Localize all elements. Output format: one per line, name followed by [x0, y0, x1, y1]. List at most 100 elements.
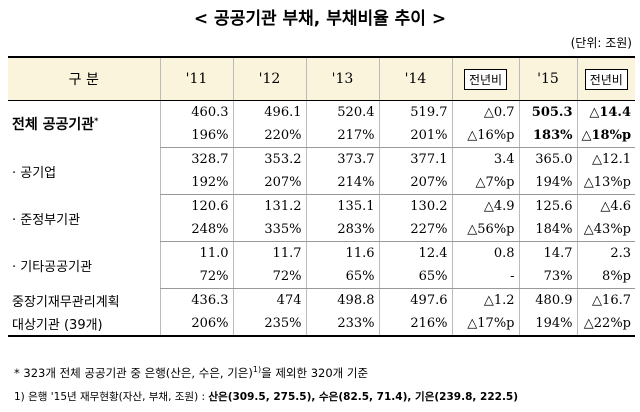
debt-2013: 520.4 — [305, 100, 379, 124]
footnote-2-gi: 기은(239.8, 222.5) — [415, 390, 519, 403]
debt-2015: 505.3 — [518, 100, 577, 124]
header-2013: '13 — [305, 56, 379, 101]
ratio-2012: 72% — [232, 265, 306, 289]
debt-change-2015: △16.7 — [576, 288, 635, 312]
ratio-2013: 65% — [305, 265, 379, 289]
header-2015: '15 — [518, 56, 577, 101]
row-label-midterm-line2: 대상기관 (39개) — [8, 312, 160, 337]
row-label-sup: * — [94, 116, 99, 126]
debt-2013: 135.1 — [305, 194, 379, 218]
footnote-2-su: 수은(82.5, 71.4), — [319, 390, 416, 403]
debt-2013: 498.8 — [305, 288, 379, 312]
ratio-2015: 73% — [518, 265, 577, 289]
debt-2012: 11.7 — [232, 241, 306, 265]
table-row: · 준정부기관 120.6 131.2 135.1 130.2 △4.9 125… — [8, 194, 635, 228]
debt-change-2014: 0.8 — [451, 241, 519, 265]
table-row: 대상기관 (39개) 206% 235% 233% 216% △17%p 194… — [8, 312, 635, 337]
debt-2015: 365.0 — [518, 147, 577, 171]
footnote-2-san: 산은(309.5, 275.5), — [208, 390, 320, 403]
row-label-midterm-line1: 중장기재무관리계획 — [12, 294, 120, 310]
row-label-other-public: · 기타공공기관 — [12, 259, 93, 275]
ratio-change-2014: △16%p — [451, 124, 519, 148]
debt-change-2015: 2.3 — [576, 241, 635, 265]
table-row: 전체 공공기관* 460.3 496.1 520.4 519.7 △0.7 50… — [8, 100, 635, 148]
header-change-2015: 전년비 — [576, 56, 635, 101]
table-row: · 공기업 328.7 353.2 373.7 377.1 3.4 365.0 … — [8, 147, 635, 181]
ratio-2011: 192% — [159, 171, 233, 195]
ratio-2011: 248% — [159, 218, 233, 242]
footnote-1-text: * 323개 전체 공공기관 중 은행(산은, 수은, 기은) — [14, 365, 253, 380]
ratio-2014: 201% — [378, 124, 452, 148]
table-title: < 공공기관 부채, 부채비율 추이 > — [193, 9, 447, 29]
ratio-2014: 216% — [378, 312, 452, 337]
ratio-2012: 207% — [232, 171, 306, 195]
header-2011: '11 — [159, 56, 233, 101]
unit-label: (단위: 조원) — [570, 36, 632, 50]
debt-change-2015: △14.4 — [576, 100, 635, 124]
debt-2013: 373.7 — [305, 147, 379, 171]
debt-2014: 377.1 — [378, 147, 452, 171]
footnote-1: * 323개 전체 공공기관 중 은행(산은, 수은, 기은)1)을 제외한 3… — [14, 358, 634, 385]
debt-2015: 480.9 — [518, 288, 577, 312]
debt-change-2015: △12.1 — [576, 147, 635, 171]
debt-2011: 120.6 — [159, 194, 233, 218]
ratio-2015: 194% — [518, 312, 577, 337]
debt-2011: 460.3 — [159, 100, 233, 124]
header-category: 구 분 — [8, 56, 160, 101]
debt-change-2014: △1.2 — [451, 288, 519, 312]
debt-2012: 474 — [232, 288, 306, 312]
debt-2014: 130.2 — [378, 194, 452, 218]
ratio-change-2014: △7%p — [451, 171, 519, 195]
table-row: 192% 207% 214% 207% △7%p 194% △13%p — [8, 171, 635, 195]
debt-2011: 11.0 — [159, 241, 233, 265]
table-row: · 기타공공기관 11.0 11.7 11.6 12.4 0.8 14.7 2.… — [8, 241, 635, 275]
table-row: 196% 220% 217% 201% △16%p 183% △18%p — [8, 124, 635, 148]
debt-2015: 125.6 — [518, 194, 577, 218]
debt-2014: 497.6 — [378, 288, 452, 312]
debt-2011: 328.7 — [159, 147, 233, 171]
footnotes: * 323개 전체 공공기관 중 은행(산은, 수은, 기은)1)을 제외한 3… — [14, 358, 634, 409]
footnote-2: 1) 은행 '15년 재무현황(자산, 부채, 조원) : 산은(309.5, … — [14, 385, 634, 409]
ratio-2014: 227% — [378, 218, 452, 242]
debt-2014: 12.4 — [378, 241, 452, 265]
ratio-2011: 72% — [159, 265, 233, 289]
row-label-text: 전체 공공기관 — [12, 117, 95, 134]
footnote-2-text: 1) 은행 '15년 재무현황(자산, 부채, 조원) : — [14, 390, 209, 403]
row-label-public-enterprises: · 공기업 — [12, 165, 57, 181]
header-change-2014: 전년비 — [451, 56, 519, 101]
ratio-change-2015: △43%p — [576, 218, 635, 242]
ratio-2015: 183% — [518, 124, 577, 148]
debt-2015: 14.7 — [518, 241, 577, 265]
debt-2012: 131.2 — [232, 194, 306, 218]
debt-table: 구 분 '11 '12 '13 '14 전년비 '15 전년비 전체 공공기관*… — [8, 56, 635, 337]
footnote-1-suffix: 을 제외한 320개 기준 — [261, 365, 369, 380]
row-label-total: 전체 공공기관* — [8, 100, 160, 148]
debt-2014: 519.7 — [378, 100, 452, 124]
debt-2012: 353.2 — [232, 147, 306, 171]
ratio-2013: 214% — [305, 171, 379, 195]
ratio-2014: 65% — [378, 265, 452, 289]
ratio-change-2014: △17%p — [451, 312, 519, 337]
table-row: 72% 72% 65% 65% - 73% 8%p — [8, 265, 635, 289]
debt-2013: 11.6 — [305, 241, 379, 265]
change-label-2015: 전년비 — [584, 68, 628, 90]
ratio-change-2014: - — [451, 265, 519, 289]
row-label-quasi-government: · 준정부기관 — [12, 212, 81, 228]
change-label-2014: 전년비 — [463, 68, 508, 90]
ratio-change-2015: △22%p — [576, 312, 635, 337]
ratio-2015: 194% — [518, 171, 577, 195]
ratio-change-2015: △18%p — [576, 124, 635, 148]
ratio-2011: 196% — [159, 124, 233, 148]
table-row: 248% 335% 283% 227% △56%p 184% △43%p — [8, 218, 635, 242]
debt-change-2014: 3.4 — [451, 147, 519, 171]
debt-2012: 496.1 — [232, 100, 306, 124]
debt-change-2015: △4.6 — [576, 194, 635, 218]
ratio-2014: 207% — [378, 171, 452, 195]
table-row: 중장기재무관리계획 436.3 474 498.8 497.6 △1.2 480… — [8, 288, 635, 312]
ratio-2013: 217% — [305, 124, 379, 148]
ratio-2013: 283% — [305, 218, 379, 242]
ratio-2012: 235% — [232, 312, 306, 337]
debt-2011: 436.3 — [159, 288, 233, 312]
ratio-2011: 206% — [159, 312, 233, 337]
debt-change-2014: △4.9 — [451, 194, 519, 218]
